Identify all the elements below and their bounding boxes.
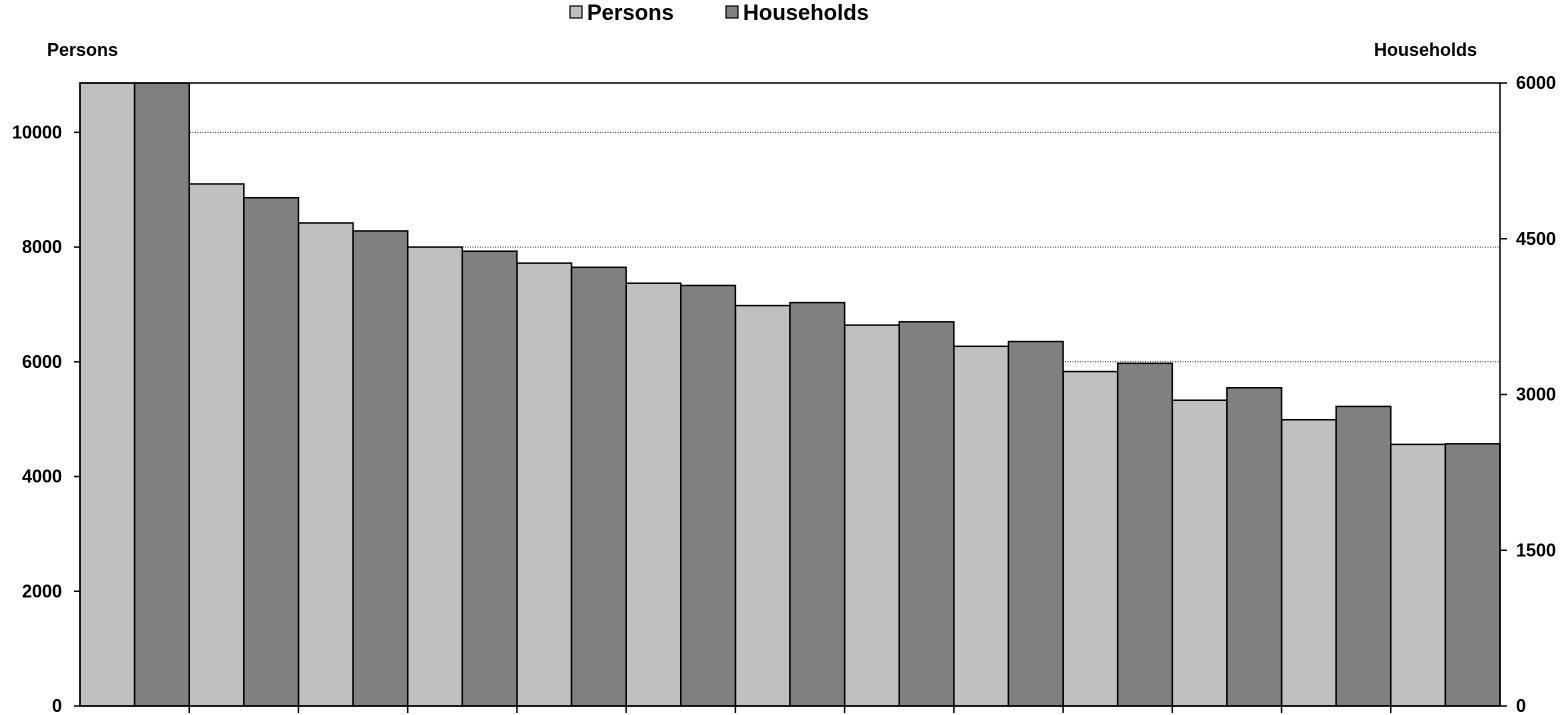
- legend[interactable]: Persons Households: [569, 0, 869, 25]
- right-tick-label: 3000: [1516, 385, 1556, 405]
- right-tick-label: 4500: [1516, 229, 1556, 249]
- left-tick-label: 0: [52, 696, 62, 715]
- bar-persons-4: [406, 246, 464, 707]
- right-axis-label: Households: [1374, 40, 1477, 60]
- bar-households-10: [1116, 362, 1174, 707]
- bar-persons-12: [1280, 418, 1337, 707]
- legend-item-persons[interactable]: Persons: [569, 0, 674, 25]
- bar-households-8: [898, 321, 955, 707]
- right-tick-label: 0: [1516, 696, 1526, 715]
- bar-households-13: [1444, 443, 1501, 707]
- bar-households-7: [789, 301, 846, 707]
- bar-persons-5: [516, 262, 573, 707]
- bars: [79, 82, 1501, 707]
- bar-persons-1: [79, 82, 136, 707]
- legend-item-households[interactable]: Households: [725, 0, 869, 25]
- bar-persons-13: [1390, 443, 1447, 707]
- bar-persons-11: [1171, 399, 1228, 707]
- bar-persons-8: [843, 324, 900, 707]
- bar-persons-7: [734, 304, 791, 707]
- bar-persons-3: [297, 222, 354, 707]
- bar-households-1: [133, 82, 190, 707]
- left-tick-label: 10000: [12, 122, 62, 142]
- bar-households-11: [1226, 387, 1283, 707]
- legend-swatch-persons: [569, 5, 583, 19]
- bar-households-5: [570, 266, 627, 707]
- bar-households-2: [243, 196, 300, 707]
- left-tick-label: 2000: [22, 581, 62, 601]
- right-tick-label: 1500: [1516, 540, 1556, 560]
- left-tick-label: 4000: [22, 467, 62, 487]
- legend-label-households: Households: [743, 0, 869, 25]
- bar-households-12: [1335, 405, 1392, 707]
- legend-label-persons: Persons: [587, 0, 674, 25]
- bar-households-6: [680, 284, 737, 707]
- bar-households-4: [461, 250, 518, 707]
- bar-persons-9: [953, 345, 1010, 707]
- bar-households-9: [1007, 340, 1064, 707]
- bar-persons-10: [1062, 370, 1119, 707]
- x-axis-ticks: [188, 706, 1392, 713]
- right-tick-label: 6000: [1516, 73, 1556, 93]
- bar-persons-2: [188, 183, 245, 707]
- left-axis: 0 2000 4000 6000 8000 10000: [12, 122, 80, 715]
- bar-persons-6: [625, 282, 682, 707]
- right-axis: 0 1500 3000 4500 6000: [1500, 73, 1556, 715]
- legend-swatch-households: [725, 5, 739, 19]
- left-tick-label: 8000: [22, 237, 62, 257]
- left-tick-label: 6000: [22, 352, 62, 372]
- bar-households-3: [352, 230, 409, 707]
- left-axis-label: Persons: [47, 40, 118, 60]
